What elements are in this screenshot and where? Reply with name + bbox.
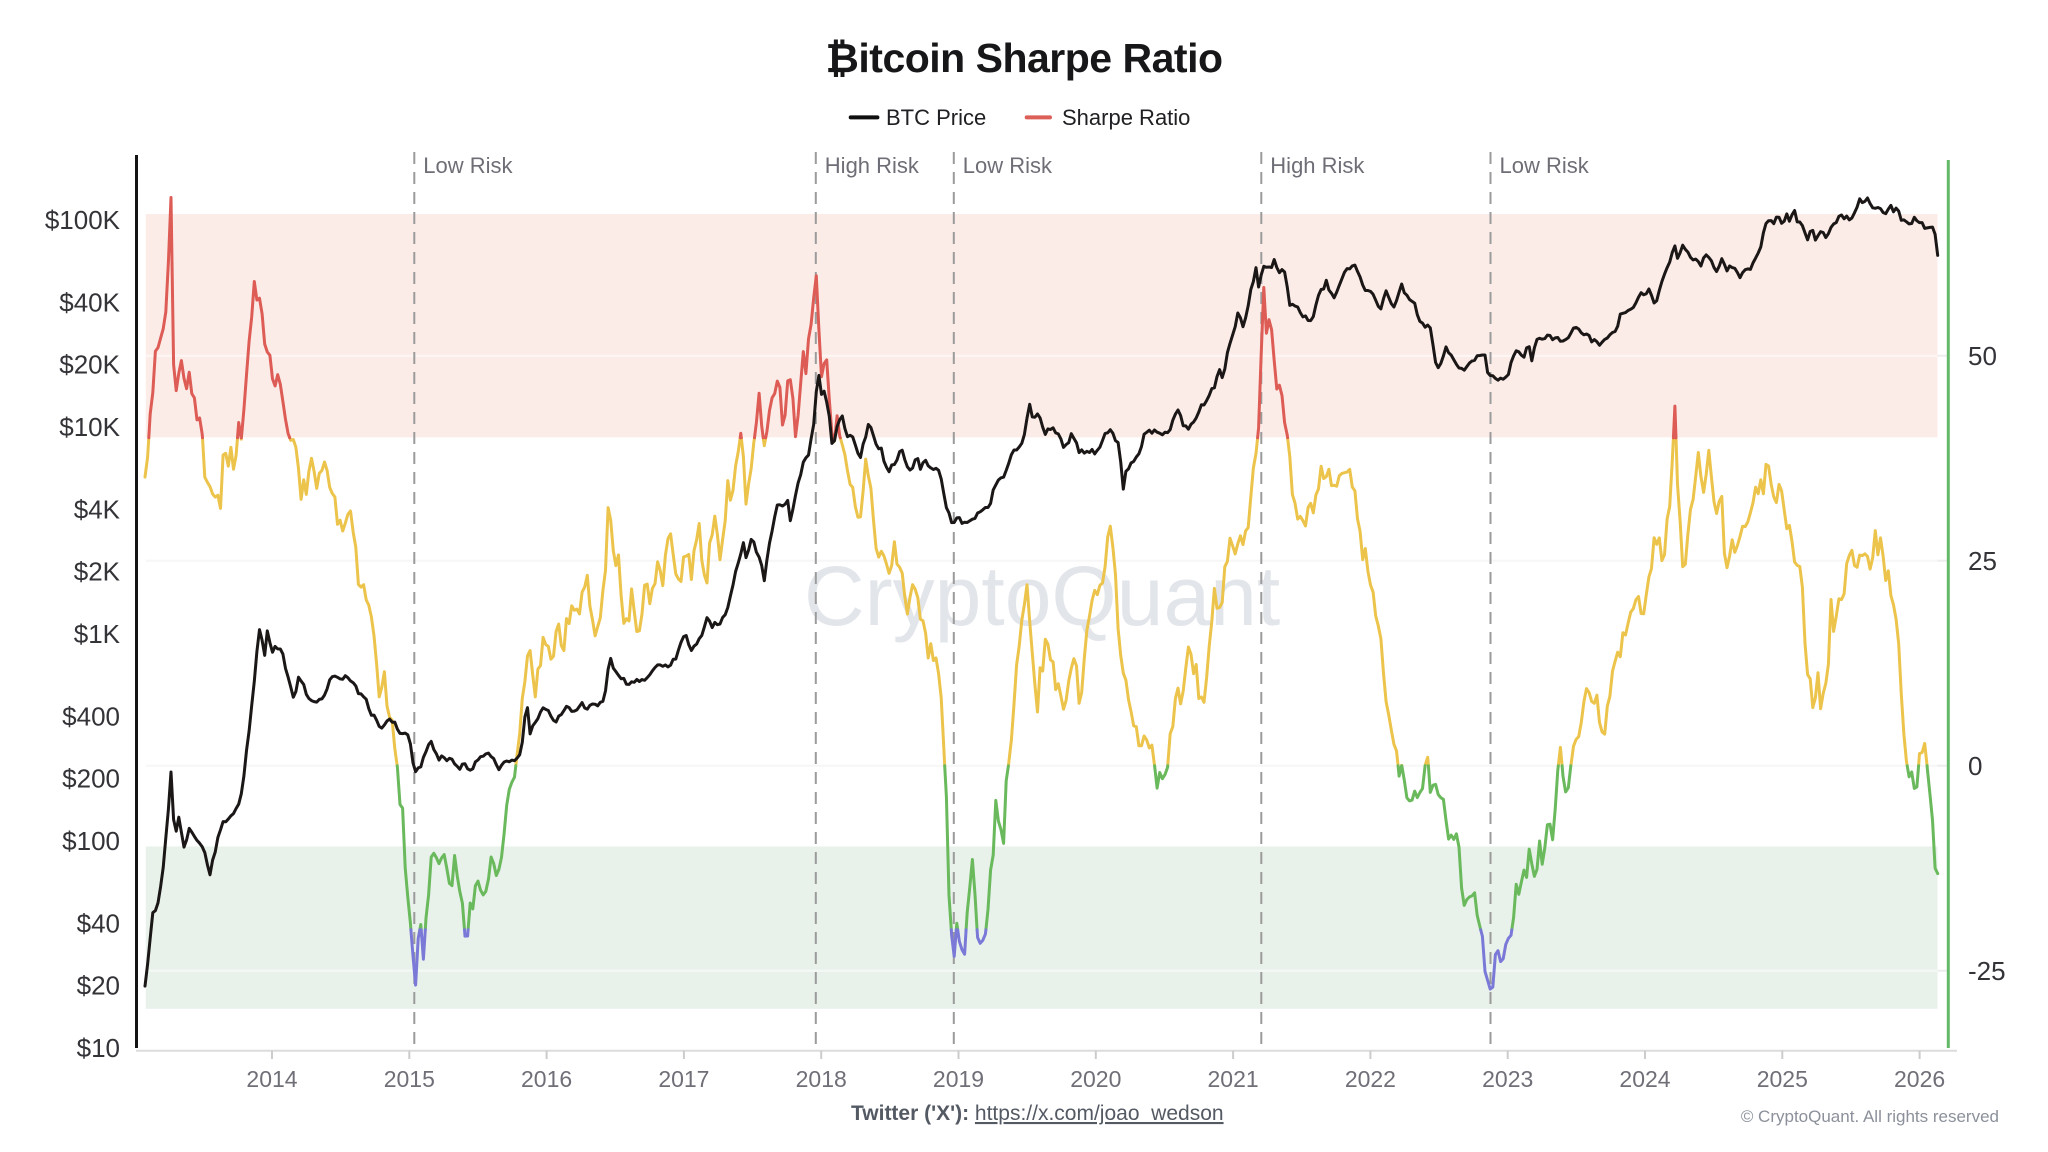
svg-text:$10K: $10K [59,412,120,442]
svg-text:2022: 2022 [1345,1066,1396,1092]
svg-text:50: 50 [1968,341,1997,371]
svg-text:Twitter ('X'): https://x.com/j: Twitter ('X'): https://x.com/joao_wedson [851,1102,1224,1125]
svg-text:$20: $20 [77,971,120,1001]
svg-text:2021: 2021 [1208,1066,1259,1092]
svg-text:2023: 2023 [1482,1066,1533,1092]
svg-text:$100: $100 [62,826,120,856]
svg-text:$100K: $100K [45,205,121,235]
svg-text:2015: 2015 [384,1066,435,1092]
svg-text:2017: 2017 [658,1066,709,1092]
svg-text:Low Risk: Low Risk [963,153,1053,178]
svg-text:$10: $10 [77,1033,120,1063]
svg-text:2026: 2026 [1894,1066,1945,1092]
svg-text:BTC Price: BTC Price [886,105,986,130]
svg-text:$40: $40 [77,908,120,938]
svg-text:2025: 2025 [1757,1066,1808,1092]
svg-text:$200: $200 [62,764,120,794]
svg-text:-25: -25 [1968,956,2006,986]
svg-text:2020: 2020 [1070,1066,1121,1092]
svg-text:High Risk: High Risk [825,153,920,178]
svg-text:$40K: $40K [59,287,120,317]
svg-text:2014: 2014 [246,1066,297,1092]
svg-text:Sharpe Ratio: Sharpe Ratio [1062,105,1190,130]
svg-text:2024: 2024 [1619,1066,1670,1092]
svg-text:© CryptoQuant. All rights rese: © CryptoQuant. All rights reserved [1741,1107,1999,1126]
svg-text:$1K: $1K [74,619,121,649]
svg-text:Low Risk: Low Risk [423,153,513,178]
svg-text:Low Risk: Low Risk [1500,153,1590,178]
svg-text:$20K: $20K [59,350,120,380]
svg-text:0: 0 [1968,751,1982,781]
svg-text:2019: 2019 [933,1066,984,1092]
svg-text:$4K: $4K [74,494,121,524]
svg-text:High Risk: High Risk [1270,153,1365,178]
svg-text:₿itcoin Sharpe Ratio: ₿itcoin Sharpe Ratio [825,35,1222,81]
svg-text:2016: 2016 [521,1066,572,1092]
svg-text:$2K: $2K [74,557,121,587]
svg-text:2018: 2018 [796,1066,847,1092]
svg-text:25: 25 [1968,546,1997,576]
svg-text:CryptoQuant: CryptoQuant [804,549,1280,643]
svg-text:$400: $400 [62,701,120,731]
